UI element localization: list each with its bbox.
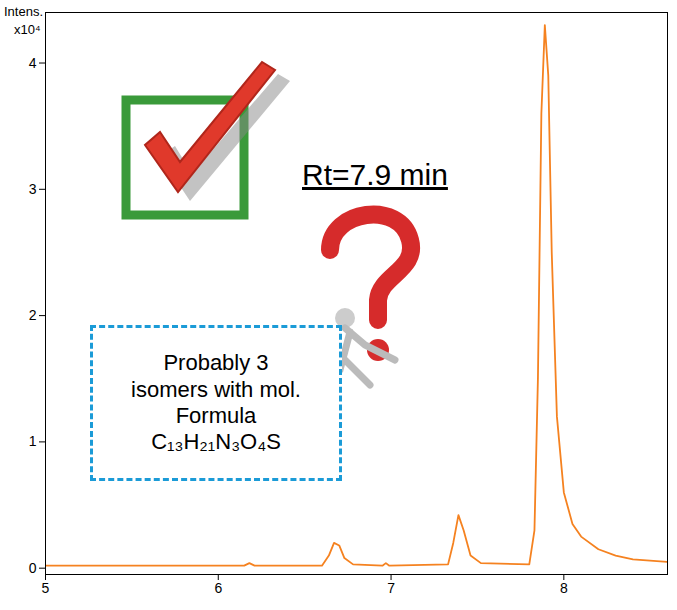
svg-text:4: 4 bbox=[29, 54, 37, 70]
svg-text:1: 1 bbox=[29, 433, 37, 449]
svg-text:8: 8 bbox=[560, 580, 568, 596]
svg-text:3: 3 bbox=[29, 181, 37, 197]
svg-text:2: 2 bbox=[29, 307, 37, 323]
html-text:x10⁴: x10⁴ bbox=[14, 22, 41, 37]
html-text:Intens.: Intens. bbox=[4, 4, 43, 19]
svg-text:7: 7 bbox=[387, 580, 395, 596]
html-text:Rt=7.9 min: Rt=7.9 min bbox=[302, 158, 448, 191]
svg-text:5: 5 bbox=[42, 580, 50, 596]
svg-text:6: 6 bbox=[214, 580, 222, 596]
html-text:Probably 3 isomers with mol. F: Probably 3 isomers with mol. Formula C₁₃… bbox=[131, 350, 301, 455]
svg-text:0: 0 bbox=[29, 560, 37, 576]
